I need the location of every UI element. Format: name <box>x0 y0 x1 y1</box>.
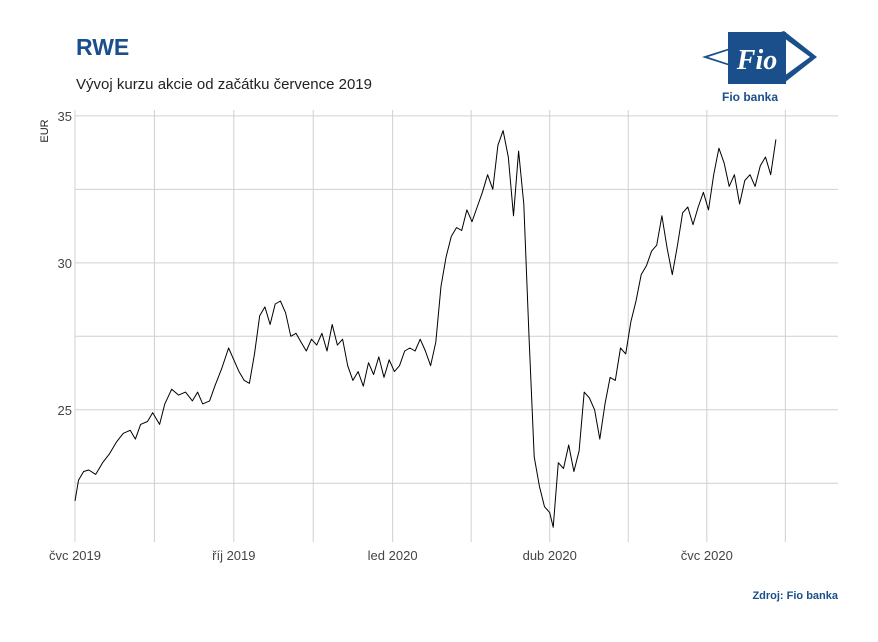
chart-title: RWE <box>76 34 130 60</box>
source-note: Zdroj: Fio banka <box>752 590 838 602</box>
x-tick-label: čvc 2019 <box>49 548 101 563</box>
logo-mark-text: Fio <box>736 45 777 76</box>
logo-box <box>728 32 786 84</box>
logo-right-wedge <box>784 38 810 76</box>
chart-axis-ticks: 25 30 35 čvc 2019 říj 2019 led 2020 dub 2020 čv… <box>49 109 733 563</box>
y-axis-label: EUR <box>39 119 51 142</box>
series-line-rwe <box>74 130 777 528</box>
y-tick-label: 30 <box>58 256 72 271</box>
fio-banka-logo: Fio <box>702 31 817 84</box>
y-tick-label: 35 <box>58 109 72 124</box>
chart-subtitle: Vývoj kurzu akcie od začátku července 20… <box>76 76 372 93</box>
logo-caption: Fio banka <box>722 90 779 104</box>
x-tick-label: říj 2019 <box>212 548 255 563</box>
x-tick-label: led 2020 <box>368 548 418 563</box>
chart-series-group <box>74 130 777 528</box>
x-tick-label: dub 2020 <box>523 548 577 563</box>
x-tick-label: čvc 2020 <box>681 548 733 563</box>
chart-grid <box>74 110 838 542</box>
y-tick-label: 25 <box>58 403 72 418</box>
